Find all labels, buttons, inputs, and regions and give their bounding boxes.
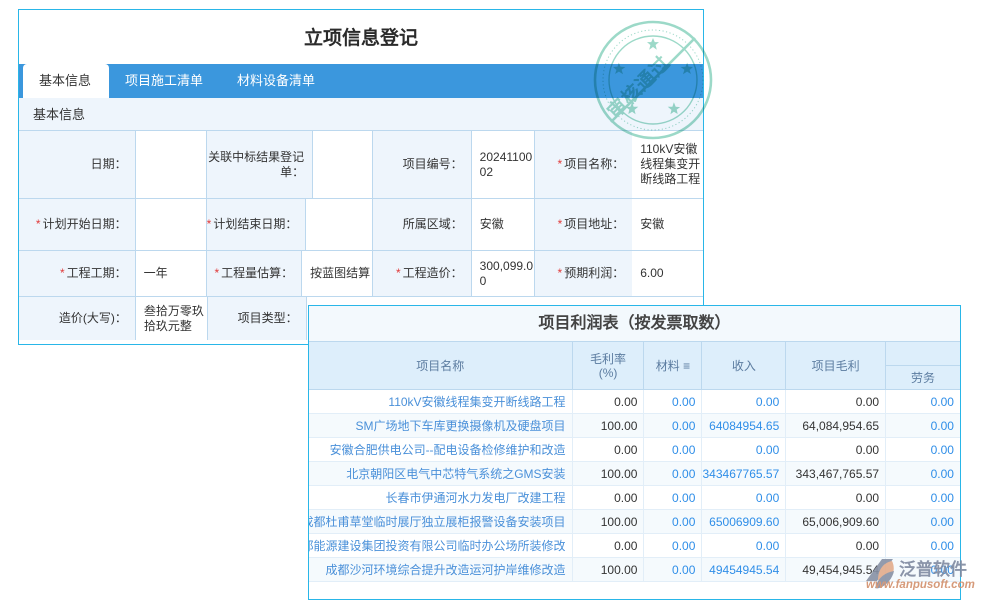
svg-text:泛普软件: 泛普软件 [899, 559, 967, 579]
svg-text:www.fanpusoft.com: www.fanpusoft.com [866, 579, 975, 590]
